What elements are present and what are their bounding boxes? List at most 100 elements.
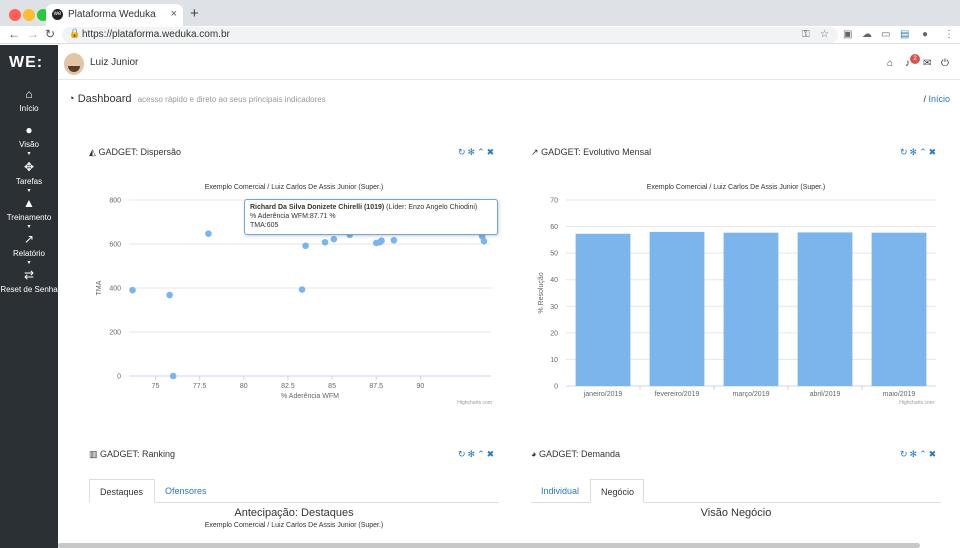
y-tick-label: 60: [550, 224, 558, 231]
sidebar-item-treinamento[interactable]: ▲ Treinamento ▾: [0, 196, 58, 230]
close-tab-icon[interactable]: ×: [170, 8, 177, 20]
pie-chart-icon: ◕: [531, 449, 537, 459]
close-icon[interactable]: ✖: [928, 449, 939, 459]
browser-tab[interactable]: we Plataforma Weduka ×: [46, 4, 183, 26]
demanda-heading: Visão Negócio: [700, 507, 772, 519]
x-tick-label: 85: [328, 383, 336, 390]
y-tick-label: 20: [550, 330, 558, 337]
gear-icon[interactable]: ✻: [909, 147, 920, 157]
scatter-point: [330, 235, 338, 243]
new-tab-button[interactable]: +: [190, 5, 199, 22]
reload-icon[interactable]: ↻: [45, 27, 56, 41]
close-icon[interactable]: ✖: [928, 147, 939, 157]
x-tick-label: 82.5: [281, 383, 295, 390]
extension-icon[interactable]: ▣: [843, 29, 853, 40]
scatter-point: [166, 291, 173, 299]
scatter-point: [321, 238, 329, 246]
tab-individual[interactable]: Individual: [541, 486, 580, 496]
sidebar-item-reset-senha[interactable]: ⇄ Reset de Senha: [0, 269, 58, 295]
sidebar-item-label: Tarefas: [15, 177, 43, 186]
scatter-point: [169, 372, 177, 380]
tooltip-line2: % Aderência WFM:87.71 %: [250, 213, 336, 220]
bar: [723, 232, 779, 386]
tab-negocio[interactable]: Negócio: [590, 479, 644, 503]
y-tick-label: 200: [109, 330, 121, 337]
envelope-icon[interactable]: ✉: [923, 58, 932, 69]
cast-icon[interactable]: ▭: [881, 29, 891, 40]
browser-tab-strip: we Plataforma Weduka × +: [0, 0, 960, 26]
refresh-icon[interactable]: ↻: [458, 147, 468, 157]
close-icon[interactable]: ✖: [486, 147, 497, 157]
sidebar: WE: ⌂ Início ● Visão ▾ ✥ Tarefas ▾ ▲ Tre…: [0, 45, 58, 548]
sidebar-item-visao[interactable]: ● Visão ▾: [0, 123, 58, 157]
chevron-up-icon[interactable]: ⌃: [919, 449, 929, 459]
y-tick-label: 0: [554, 384, 558, 391]
bar: [871, 232, 927, 386]
avatar[interactable]: [64, 53, 84, 75]
chevron-up-icon[interactable]: ⌃: [919, 147, 929, 157]
power-icon[interactable]: ⏻: [941, 58, 949, 69]
sidebar-item-label: Relatório: [12, 249, 45, 258]
menu-dots-icon[interactable]: ⋮: [944, 29, 954, 40]
refresh-icon[interactable]: ↻: [900, 147, 910, 157]
x-tick-label: fevereiro/2019: [655, 391, 700, 398]
line-chart-icon: ↗: [23, 232, 35, 246]
sidebar-item-relatorio[interactable]: ↗ Relatório ▾: [0, 232, 58, 266]
horizontal-scrollbar[interactable]: [58, 543, 920, 548]
back-arrow-icon[interactable]: ←: [8, 27, 20, 41]
gadget-demanda-tools: ↻✻⌃✖: [900, 449, 938, 460]
close-window-button[interactable]: [9, 9, 21, 21]
address-bar[interactable]: 🔒 https://plataforma.weduka.com.br: [62, 27, 838, 43]
demanda-tabs: Individual Negócio: [531, 479, 941, 503]
breadcrumb-inicio[interactable]: Início: [928, 94, 950, 104]
refresh-icon[interactable]: ↻: [900, 449, 910, 459]
scatter-point: [378, 237, 385, 244]
gear-icon[interactable]: ✻: [467, 147, 478, 157]
profile-icon[interactable]: ●: [922, 29, 929, 40]
x-tick-label: 80: [240, 383, 248, 390]
sidebar-item-tarefas[interactable]: ✥ Tarefas ▾: [0, 160, 58, 194]
y-tick-label: 10: [550, 357, 558, 364]
x-tick-label: 90: [416, 383, 424, 390]
chevron-down-icon: ▾: [27, 224, 31, 230]
x-tick-label: abril/2019: [810, 391, 841, 398]
y-tick-label: 50: [550, 251, 558, 258]
gadget-title: GADGET: Evolutivo Mensal: [541, 147, 652, 157]
refresh-icon[interactable]: ↻: [458, 449, 468, 459]
tab-destaques[interactable]: Destaques: [89, 479, 155, 503]
extension-blue-icon[interactable]: ▤: [900, 29, 910, 40]
chevron-up-icon[interactable]: ⌃: [477, 449, 487, 459]
chevron-down-icon: ▾: [27, 151, 31, 157]
key-icon[interactable]: ⚿: [802, 29, 810, 40]
minimize-window-button[interactable]: [23, 9, 35, 21]
chart-title: Exemplo Comercial / Luiz Carlos De Assis…: [646, 184, 826, 191]
chevron-down-icon: ▾: [27, 260, 31, 266]
close-icon[interactable]: ✖: [486, 449, 497, 459]
home-icon[interactable]: ⌂: [887, 58, 894, 69]
gadget-dispersao-tools: ↻✻⌃✖: [458, 147, 496, 158]
cloud-icon[interactable]: ☁: [862, 29, 872, 40]
sidebar-item-label: Início: [19, 104, 39, 113]
tab-ofensores[interactable]: Ofensores: [165, 486, 207, 496]
y-tick-label: 30: [550, 304, 558, 311]
y-axis-title: TMA: [96, 280, 103, 295]
forward-arrow-icon[interactable]: →: [27, 27, 39, 41]
y-tick-label: 400: [109, 286, 121, 293]
y-tick-label: 70: [550, 198, 558, 205]
chart-title: Exemplo Comercial / Luiz Carlos De Assis…: [204, 184, 384, 191]
bell-icon[interactable]: ♪: [905, 58, 910, 69]
page-title-text: Dashboard: [77, 93, 132, 105]
tooltip-line3: TMA:605: [250, 222, 279, 229]
star-icon[interactable]: ☆: [820, 29, 829, 40]
gadget-evolutivo-header: ↗ GADGET: Evolutivo Mensal: [531, 147, 651, 158]
x-tick-label: maio/2019: [883, 391, 916, 398]
x-tick-label: 75: [152, 383, 160, 390]
gear-icon[interactable]: ✻: [467, 449, 478, 459]
gadget-title: GADGET: Demanda: [538, 449, 620, 459]
gear-icon[interactable]: ✻: [909, 449, 920, 459]
y-tick-label: 800: [109, 198, 121, 205]
sidebar-item-inicio[interactable]: ⌂ Início: [0, 87, 58, 113]
chevron-up-icon[interactable]: ⌃: [477, 147, 487, 157]
weduka-favicon-icon: we: [52, 9, 63, 20]
user-name[interactable]: Luiz Junior: [90, 57, 139, 68]
